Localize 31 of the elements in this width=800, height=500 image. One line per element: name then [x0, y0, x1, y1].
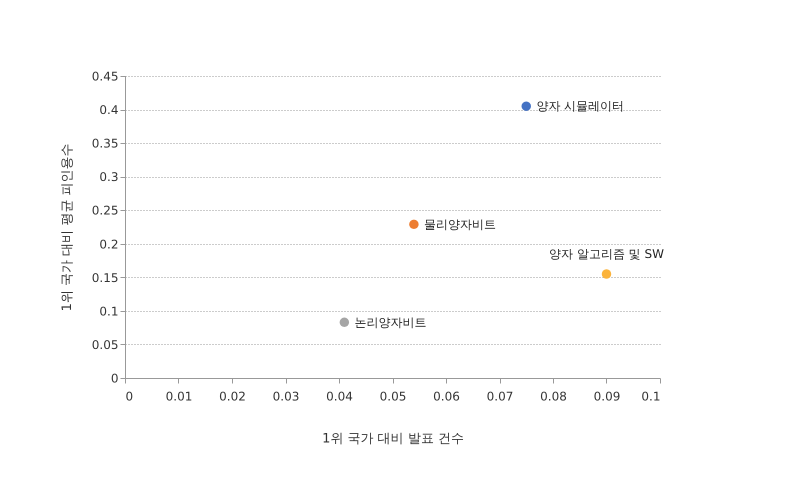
y-tick-label: 0: [110, 372, 118, 386]
y-tick-label: 0.1: [99, 304, 118, 318]
y-tick-label: 0.25: [92, 204, 118, 218]
y-tick-label: 0.05: [92, 338, 118, 352]
series-label: 양자 알고리즘 및 SW: [549, 246, 664, 261]
x-tick-label: 0: [126, 390, 134, 404]
point: [602, 269, 612, 279]
x-tick-label: 0.05: [380, 390, 406, 404]
point: [409, 220, 419, 230]
y-tick-label: 0.45: [92, 70, 118, 84]
y-tick-label: 0.15: [92, 270, 118, 285]
x-tick-label: 0.07: [486, 390, 514, 404]
x-tick-label: 0.09: [594, 390, 620, 404]
x-axis-title: 1위 국가 대비 발표 건수: [322, 432, 464, 446]
x-tick-label: 0.08: [540, 390, 567, 404]
x-tick-label: 0.06: [433, 390, 460, 404]
x-tick-label: 0.1: [641, 390, 660, 404]
x-tick-label: 0.02: [219, 390, 246, 404]
y-axis-title: 1위 국가 대비 평균 피인용수: [60, 144, 75, 312]
y-tick-label: 0.2: [99, 237, 118, 252]
series-label: 물리양자비트: [424, 217, 496, 232]
x-tick-label: 0.01: [166, 390, 192, 404]
x-tick-label: 0.04: [326, 390, 353, 404]
y-tick-label: 0.3: [99, 170, 118, 184]
series-label: 논리양자비트: [354, 315, 426, 330]
series-label: 양자 시뮬레이터: [536, 99, 624, 114]
point: [522, 101, 531, 111]
point: [340, 318, 350, 328]
y-tick-label: 0.35: [92, 136, 118, 151]
y-tick-label: 0.4: [99, 103, 118, 118]
x-tick-label: 0.03: [272, 390, 300, 404]
